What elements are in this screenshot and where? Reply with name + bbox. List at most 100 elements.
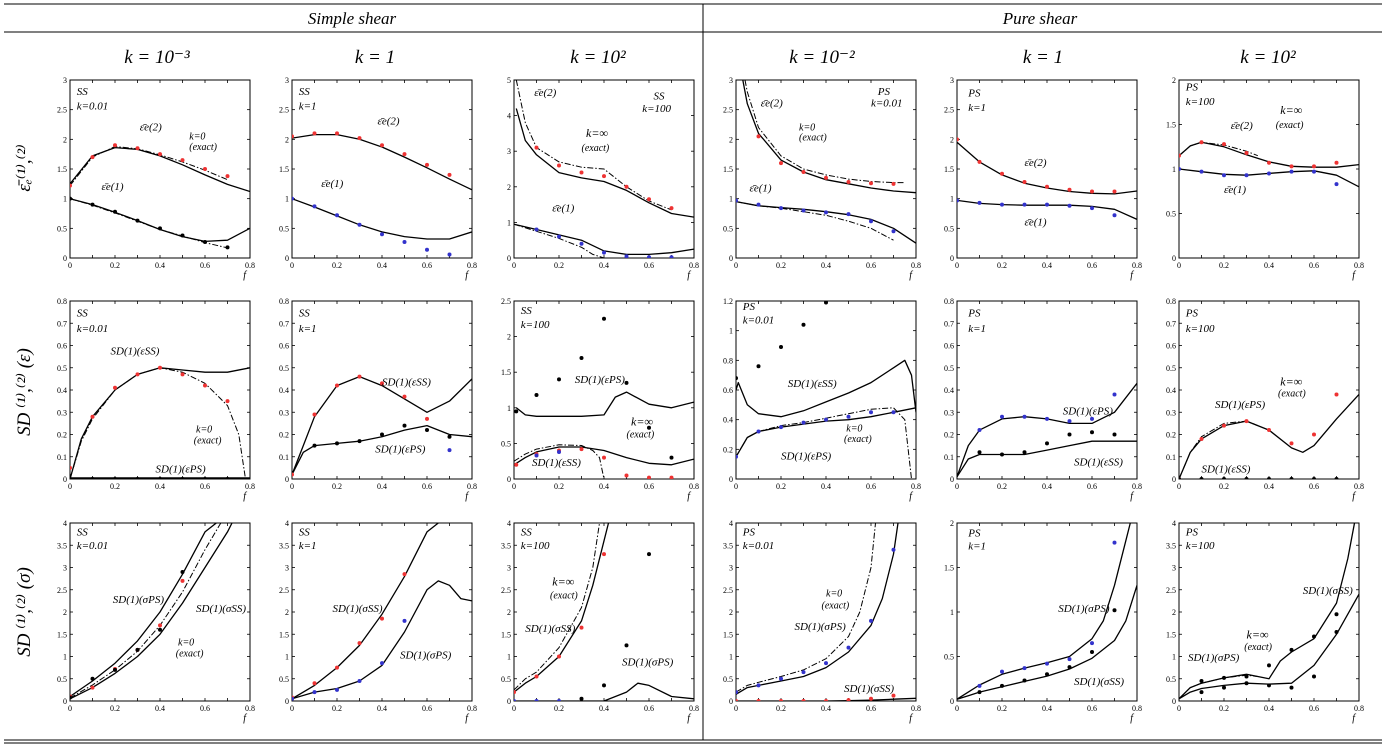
annotation: PS [1185, 308, 1199, 320]
data-point [90, 477, 95, 479]
data-point [736, 699, 738, 701]
annotation: SD(1)(εPS) [375, 443, 425, 455]
data-point [779, 344, 783, 349]
annotation: (exact) [176, 649, 204, 660]
data-point [203, 239, 207, 244]
y-tick-label: 0.6 [723, 386, 733, 395]
y-tick-label: 3.5 [1166, 541, 1176, 550]
annotation: SD(1)(σSS) [844, 683, 894, 695]
y-tick-label: 1.5 [723, 630, 733, 639]
data-point [891, 410, 896, 415]
annotation: PS [967, 527, 981, 539]
y-tick-label: 2 [285, 135, 289, 144]
annotation: ε̄e(1) [1025, 216, 1047, 228]
y-tick-label: 0.6 [1166, 342, 1176, 351]
x-tick-label: 0 [955, 261, 959, 270]
data-point [1222, 173, 1226, 178]
data-point [425, 428, 429, 433]
plot-area [292, 374, 472, 477]
x-tick-label: 0.4 [599, 704, 609, 713]
annotation: SS [521, 526, 533, 538]
x-tick-label: 0.4 [599, 261, 609, 270]
data-point [557, 654, 561, 659]
y-tick-label: 2 [1172, 608, 1176, 617]
series-line [70, 523, 217, 698]
y-tick-label: 1.5 [1166, 121, 1176, 130]
data-point [624, 184, 629, 189]
y-tick-label: 0.1 [279, 453, 289, 462]
plot-area [1179, 140, 1359, 188]
data-point [90, 202, 95, 207]
series-line [1179, 593, 1359, 700]
data-point [1334, 160, 1339, 165]
data-point [756, 134, 761, 139]
x-tick-label: 0.2 [554, 704, 564, 713]
data-point [846, 180, 851, 185]
panel-r0c2: 0 0.2 0.4 0.6 0.8 0 1 2 3 4 5 f SSk=100 ε̄e(2) k=∞ (exa… [507, 76, 699, 281]
data-point [447, 172, 452, 177]
data-point [180, 233, 185, 238]
data-point [1090, 416, 1094, 421]
data-point [1334, 630, 1339, 635]
data-point [801, 208, 806, 213]
data-point [1045, 416, 1049, 421]
data-point [158, 226, 162, 231]
data-point [891, 229, 896, 234]
data-point [579, 447, 584, 452]
series-line [70, 146, 228, 186]
y-tick-label: 2.5 [57, 106, 67, 115]
data-point [158, 365, 162, 370]
x-axis-label: f [687, 491, 691, 502]
data-point [1244, 173, 1249, 178]
data-point [1289, 169, 1294, 174]
data-point [402, 618, 407, 623]
x-tick-label: 0.2 [332, 482, 342, 491]
data-point [113, 385, 117, 390]
y-tick-label: 1 [1172, 165, 1176, 174]
x-tick-label: 0.4 [1042, 261, 1052, 270]
x-tick-label: 0 [512, 482, 516, 491]
data-point [1045, 441, 1049, 446]
x-axis-label: f [1130, 713, 1134, 724]
x-tick-label: 0.2 [1219, 261, 1229, 270]
x-tick-label: 0 [734, 261, 738, 270]
y-tick-label: 0 [950, 475, 954, 484]
data-point [977, 159, 982, 164]
data-point [1090, 189, 1094, 194]
y-tick-label: 0.5 [57, 364, 67, 373]
data-point [824, 210, 828, 215]
data-point [70, 465, 72, 470]
annotation: SD(1)(σPS) [622, 656, 674, 668]
annotation: SS [654, 91, 666, 103]
data-point [158, 623, 162, 628]
series-line [736, 359, 916, 418]
data-point [602, 455, 606, 460]
data-point [1289, 647, 1294, 652]
y-tick-label: 0.6 [279, 342, 289, 351]
x-tick-label: 0.8 [1132, 704, 1142, 713]
annotation: PS [967, 88, 981, 100]
data-point [534, 453, 539, 458]
annotation: k=1 [968, 541, 986, 553]
x-tick-label: 0.4 [155, 482, 165, 491]
y-tick-label: 0.7 [1166, 319, 1176, 328]
data-point [756, 364, 761, 369]
data-point [1222, 477, 1226, 479]
y-tick-label: 0 [285, 697, 289, 706]
data-point [801, 322, 806, 327]
x-axis-label: f [465, 491, 469, 502]
y-tick-label: 1 [507, 404, 511, 413]
x-tick-label: 0.2 [997, 482, 1007, 491]
data-point [824, 301, 828, 305]
data-point [1179, 167, 1181, 171]
y-tick-label: 4 [729, 519, 733, 528]
data-point [90, 414, 95, 419]
data-point [357, 374, 362, 379]
data-point [113, 477, 117, 479]
panel-r2c5: 0 0.2 0.4 0.6 0.8 0 0.5 1 1.5 2 2.5 3 3.5 4 f PS k=100 SD… [1166, 519, 1364, 724]
annotation: ε̄e(2) [140, 121, 162, 133]
data-point [1067, 657, 1072, 662]
x-tick-label: 0.8 [467, 261, 477, 270]
x-tick-label: 0 [512, 704, 516, 713]
data-point [225, 399, 230, 404]
